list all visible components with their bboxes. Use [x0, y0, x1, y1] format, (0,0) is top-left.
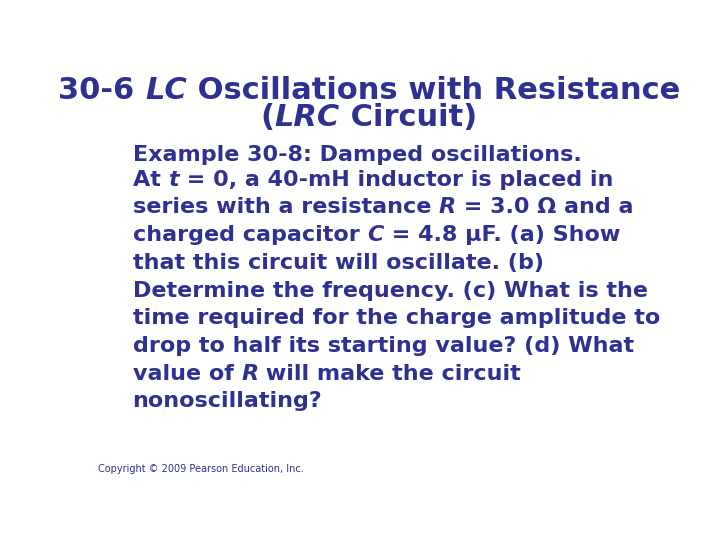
Text: series with a resistance: series with a resistance: [132, 198, 438, 218]
Text: 30-6: 30-6: [58, 77, 145, 105]
Text: LRC: LRC: [275, 103, 340, 132]
Text: Copyright © 2009 Pearson Education, Inc.: Copyright © 2009 Pearson Education, Inc.: [98, 464, 304, 475]
Text: At: At: [132, 170, 168, 190]
Text: Determine the frequency. (c) What is the: Determine the frequency. (c) What is the: [132, 281, 647, 301]
Text: t: t: [168, 170, 179, 190]
Text: = 3.0 Ω and a: = 3.0 Ω and a: [456, 198, 634, 218]
Text: nonoscillating?: nonoscillating?: [132, 392, 323, 411]
Text: = 0, a 40-mH inductor is placed in: = 0, a 40-mH inductor is placed in: [179, 170, 613, 190]
Text: drop to half its starting value? (d) What: drop to half its starting value? (d) Wha…: [132, 336, 634, 356]
Text: time required for the charge amplitude to: time required for the charge amplitude t…: [132, 308, 660, 328]
Text: Circuit): Circuit): [340, 103, 477, 132]
Text: = 4.8 μF. (a) Show: = 4.8 μF. (a) Show: [384, 225, 620, 245]
Text: Example 30-8: Damped oscillations.: Example 30-8: Damped oscillations.: [132, 145, 581, 165]
Text: value of: value of: [132, 364, 241, 384]
Text: C: C: [367, 225, 384, 245]
Text: that this circuit will oscillate. (b): that this circuit will oscillate. (b): [132, 253, 544, 273]
Text: (: (: [261, 103, 275, 132]
Text: R: R: [438, 198, 456, 218]
Text: charged capacitor: charged capacitor: [132, 225, 367, 245]
Text: LC: LC: [145, 77, 186, 105]
Text: will make the circuit: will make the circuit: [258, 364, 521, 384]
Text: Oscillations with Resistance: Oscillations with Resistance: [186, 77, 680, 105]
Text: R: R: [241, 364, 258, 384]
